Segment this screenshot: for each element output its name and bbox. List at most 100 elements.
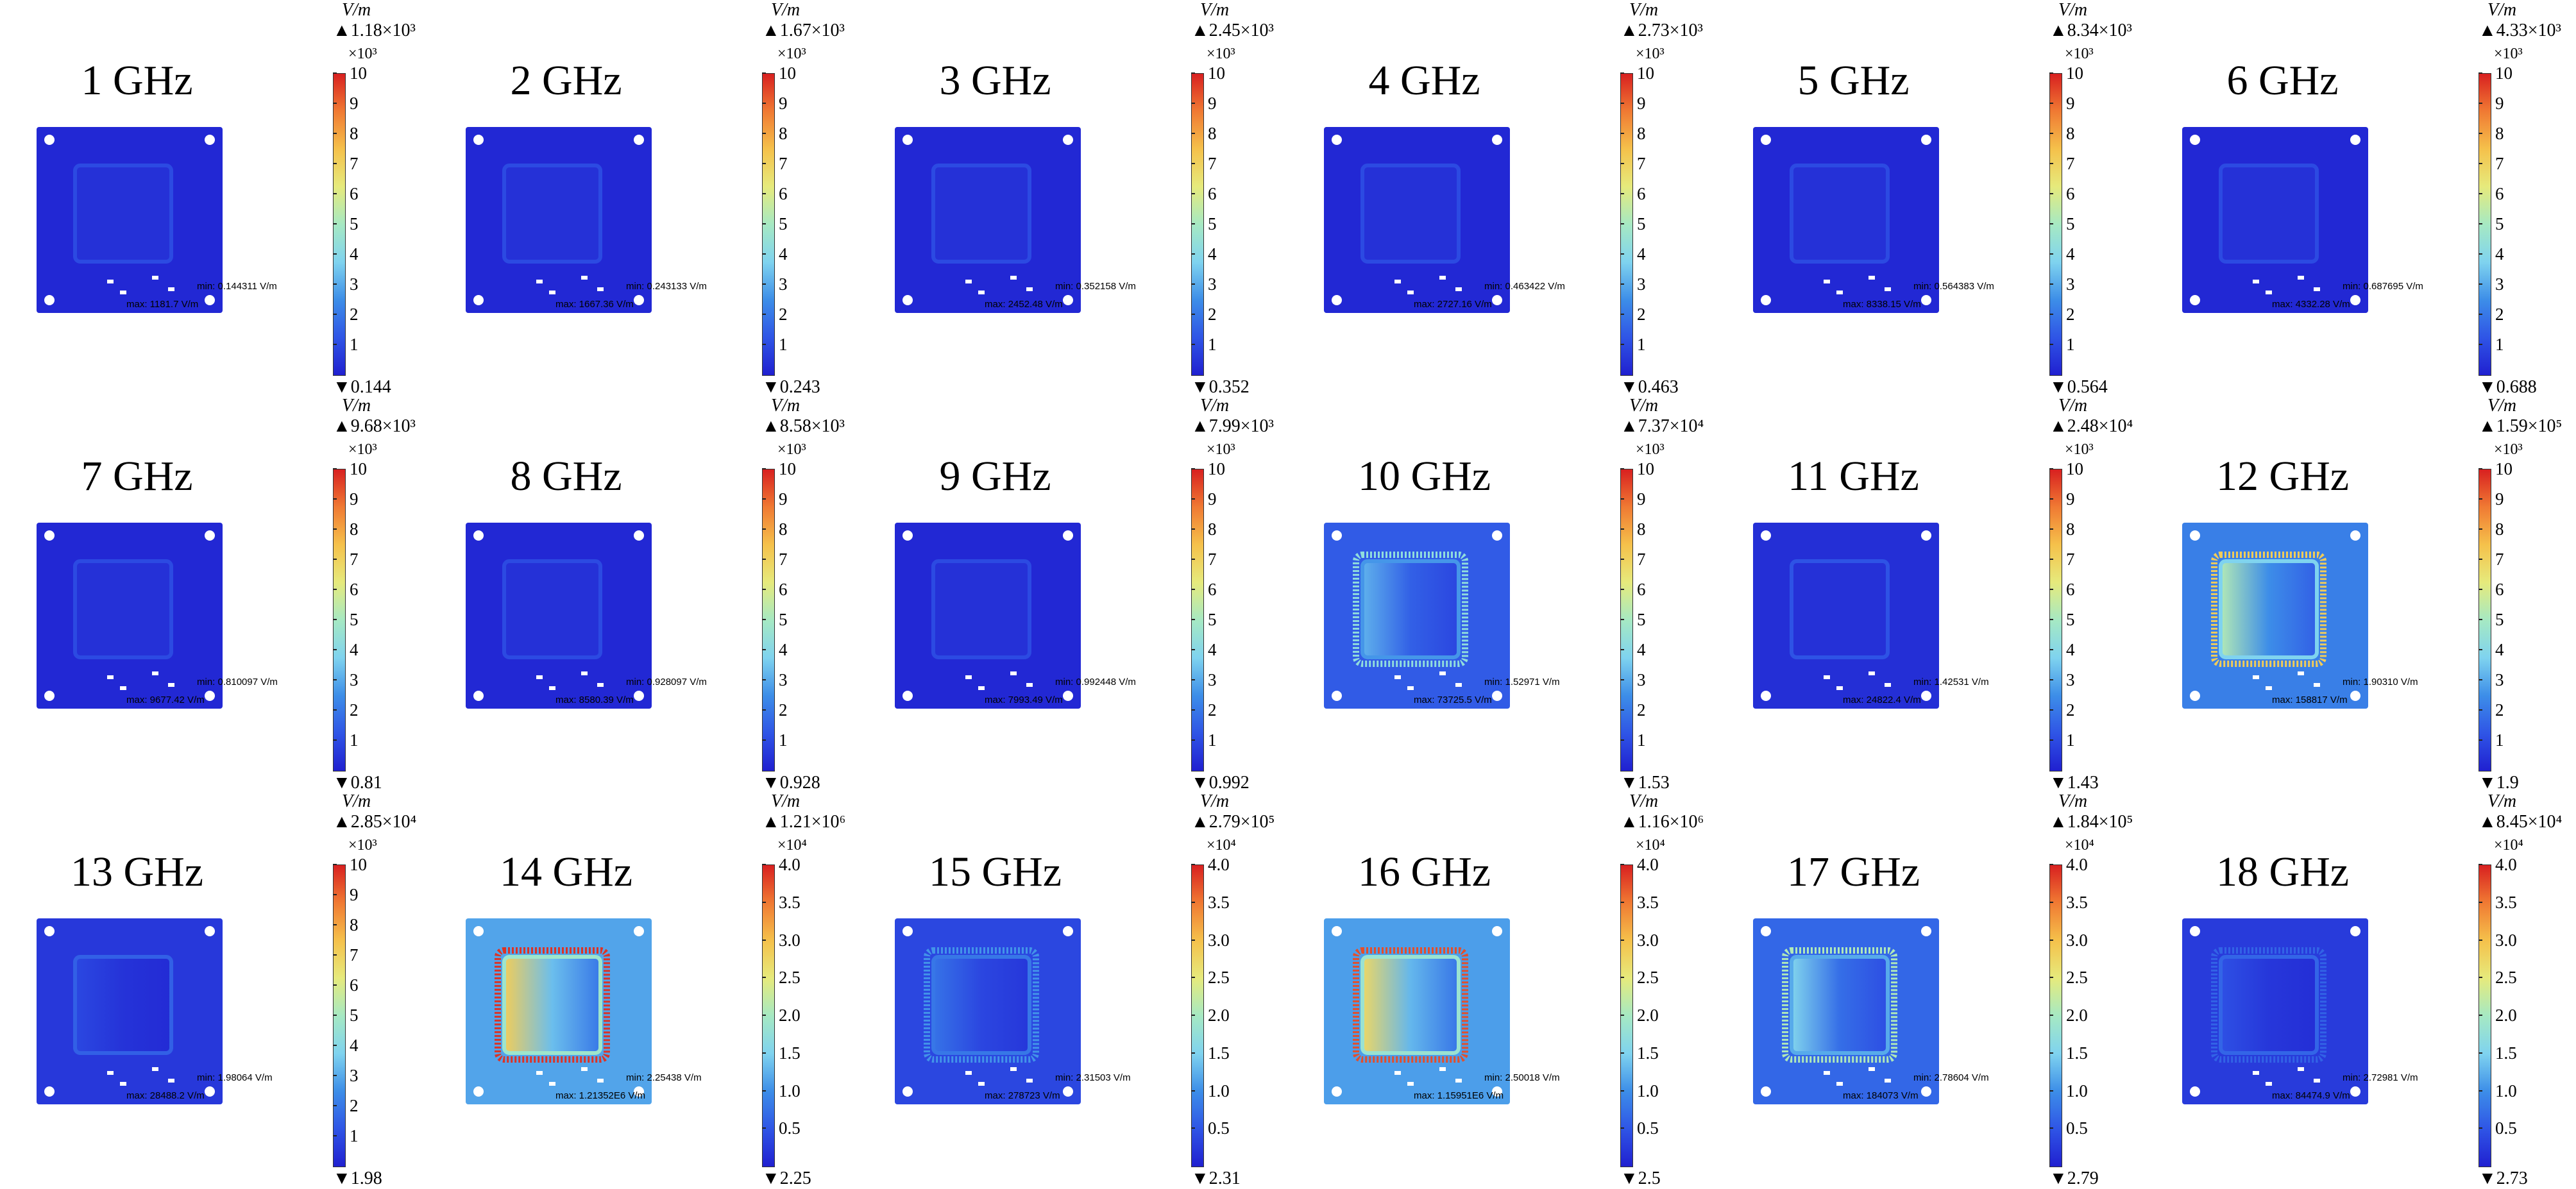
colorbar-tick-label: 6 <box>350 184 359 203</box>
board-component <box>536 280 543 283</box>
colorbar-min-label: ▼1.9 <box>2479 773 2519 793</box>
colorbar-tick <box>333 1045 337 1046</box>
board-component <box>965 280 972 283</box>
min-annotation: min: 1.42531 V/m <box>1913 677 1989 687</box>
colorbar-tick <box>333 1015 337 1016</box>
colorbar-tick-label: 3 <box>350 1066 359 1085</box>
colorbar-tick-label: 2 <box>1637 305 1646 324</box>
colorbar-tick-label: 10 <box>350 855 367 874</box>
colorbar-tick <box>762 864 766 865</box>
colorbar-tick-label: 0.5 <box>2066 1118 2088 1138</box>
colorbar-tick-label: 6 <box>779 184 788 203</box>
mounting-hole <box>1761 1086 1771 1097</box>
chip-pin-ring <box>924 947 1039 1063</box>
colorbar-tick-label: 9 <box>2495 489 2504 509</box>
colorbar-tick <box>1620 498 1624 500</box>
colorbar-min-label: ▼2.79 <box>2049 1168 2099 1188</box>
colorbar-tick-label: 10 <box>350 63 367 83</box>
colorbar-tick-label: 10 <box>2495 459 2512 478</box>
colorbar-tick-label: 2.0 <box>2495 1006 2517 1025</box>
colorbar-tick-label: 4 <box>2495 244 2504 264</box>
colorbar-tick <box>2049 864 2053 865</box>
colorbar-unit: V/m <box>2487 791 2517 811</box>
colorbar-tick <box>762 619 766 620</box>
min-annotation: min: 0.928097 V/m <box>626 677 707 687</box>
colorbar-exponent: ×10³ <box>2065 441 2094 458</box>
colorbar-tick-label: 1 <box>2066 730 2075 750</box>
colorbar-tick-label: 3.0 <box>1208 930 1230 950</box>
colorbar-exponent: ×10³ <box>2065 46 2094 62</box>
colorbar-tick-label: 9 <box>350 489 359 509</box>
colorbar-tick <box>1620 103 1624 104</box>
colorbar-tick-label: 2 <box>350 700 359 720</box>
colorbar-tick <box>333 468 337 469</box>
colorbar-tick-label: 1 <box>1208 730 1217 750</box>
colorbar-gradient <box>2049 73 2062 376</box>
board-component <box>597 683 604 687</box>
board-component <box>2253 675 2259 679</box>
mounting-hole <box>44 691 55 701</box>
colorbar-tick-label: 6 <box>2495 580 2504 599</box>
colorbar-tick-label: 3 <box>1208 670 1217 689</box>
colorbar-gradient <box>1191 864 1204 1167</box>
colorbar-tick <box>333 924 337 925</box>
colorbar-tick-label: 7 <box>1208 154 1217 173</box>
colorbar-tick-label: 4 <box>779 640 788 659</box>
colorbar-gradient <box>2049 469 2062 772</box>
colorbar-unit: V/m <box>342 396 371 416</box>
board-component <box>965 1071 972 1075</box>
mounting-hole <box>902 135 913 145</box>
mounting-hole <box>2350 135 2360 145</box>
colorbar-tick <box>762 939 766 941</box>
max-annotation: max: 2452.48 V/m <box>985 299 1063 310</box>
colorbar-tick <box>762 589 766 590</box>
colorbar-tick <box>2479 163 2482 164</box>
mounting-hole <box>2350 295 2360 305</box>
colorbar-tick <box>333 133 337 134</box>
colorbar-tick-label: 10 <box>2066 459 2083 478</box>
colorbar-tick <box>1191 1127 1195 1129</box>
colorbar-tick <box>762 977 766 979</box>
board-heatmap-svg <box>1753 523 1939 709</box>
colorbar-tick-label: 9 <box>2066 489 2075 509</box>
board-field-map <box>466 523 652 709</box>
chip-field-region <box>1790 164 1890 264</box>
colorbar-min-label: ▼0.144 <box>333 377 391 397</box>
mounting-hole <box>2350 530 2360 541</box>
min-annotation: min: 1.52971 V/m <box>1484 677 1560 687</box>
colorbar-unit: V/m <box>771 396 801 416</box>
colorbar-unit: V/m <box>2487 0 2517 20</box>
colorbar-tick <box>2049 314 2053 315</box>
frequency-title: 1 GHz <box>81 57 193 104</box>
mounting-hole <box>634 530 644 541</box>
frequency-title: 7 GHz <box>81 453 193 500</box>
colorbar-max-label: ▲2.73×10³ <box>1620 21 1703 40</box>
colorbar-min-label: ▼0.81 <box>333 773 382 793</box>
field-panel: 7 GHz min: 0.810097 V/m max: 9677.42 V/m V/… <box>0 396 429 793</box>
colorbar-tick-label: 0.5 <box>779 1118 801 1138</box>
colorbar-gradient <box>1620 73 1633 376</box>
board-field-map <box>466 127 652 313</box>
colorbar-max-label: ▲8.45×10⁴ <box>2479 812 2563 832</box>
colorbar-tick-label: 10 <box>779 63 796 83</box>
colorbar-tick-label: 6 <box>350 580 359 599</box>
colorbar-tick <box>333 314 337 315</box>
colorbar-tick-label: 9 <box>350 885 359 904</box>
chip-pin-ring <box>2211 947 2326 1063</box>
board-component <box>120 686 126 690</box>
colorbar-tick-label: 5 <box>2495 610 2504 629</box>
board-component <box>549 1082 555 1086</box>
colorbar-tick <box>333 498 337 500</box>
colorbar-tick <box>333 984 337 986</box>
colorbar-tick <box>333 559 337 560</box>
board-field-map <box>37 127 223 313</box>
field-panel: 1 GHz min: 0.144311 V/m max: 1181.7 V/m V/m… <box>0 0 429 397</box>
colorbar-tick <box>1620 649 1624 650</box>
colorbar-tick-label: 3.0 <box>2066 930 2088 950</box>
colorbar-tick-label: 8 <box>1208 124 1217 143</box>
board-component <box>1010 276 1017 280</box>
mounting-hole <box>1761 691 1771 701</box>
colorbar-tick-label: 3.0 <box>779 930 801 950</box>
max-annotation: max: 1.21352E6 V/m <box>555 1090 646 1101</box>
colorbar-min-label: ▼2.31 <box>1191 1168 1241 1188</box>
